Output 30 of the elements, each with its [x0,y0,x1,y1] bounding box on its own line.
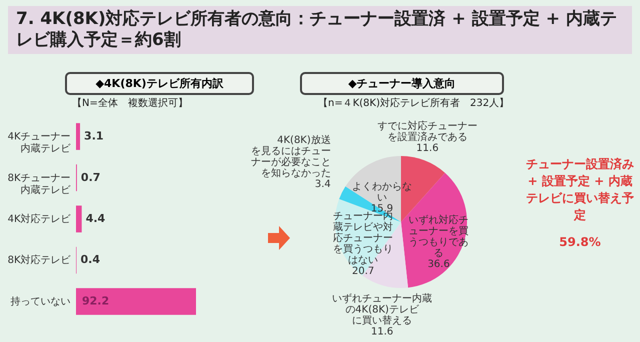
y-tick-label: 4Kチューナー内蔵テレビ [8,132,72,155]
slice-label: 4K(8K)放送を見るにはチューナーが必要なことを知らなかった [250,134,331,179]
chart-subtitle: ◆4K(8K)テレビ所有内訳 [65,72,254,95]
slice-label: すでに対応チューナーを設置済みである [377,120,478,143]
data-label: 3.4 [314,178,331,190]
text: 【N=全体 複数選択可】 [72,96,188,110]
y-tick-label: 4K対応テレビ [8,213,72,225]
text: 59.8% [558,234,602,251]
bar [76,123,80,150]
data-label: 11.6 [416,142,439,154]
data-label: 3.1 [84,130,104,143]
data-label: 92.2 [82,294,110,308]
data-label: 20.7 [352,266,374,277]
slice-label: いずれチューナー内蔵の4K(8K)テレビに買い替える [332,292,432,327]
text: チューナー設置済み + 設置予定 + 内蔵テレビに買い替え予定 [525,156,635,224]
text: 7. 4K(8K)対応テレビ所有者の意向：チューナー設置済 + 設置予定 + 内蔵テレビ購入予定＝約6割 [8,6,632,54]
data-label: 4.4 [86,212,106,225]
data-label: 11.6 [370,326,394,338]
y-tick-label: 8Kチューナー内蔵テレビ [8,172,72,196]
data-label: 0.4 [80,253,100,266]
bar [76,288,196,315]
bar [76,206,82,232]
chart-title: ◆チューナー導入意向 [300,72,504,95]
pie-slice [345,156,401,222]
data-label: 0.7 [80,170,100,184]
data-label: 36.6 [428,258,450,270]
chart-subtitle: 【n=４K(8K)対応テレビ所有者 232人】 [318,96,510,110]
slice-label: よくわからない [352,182,412,204]
y-tick-label: 8K対応テレビ [8,254,72,266]
y-tick-label: 持っていない [10,295,70,308]
